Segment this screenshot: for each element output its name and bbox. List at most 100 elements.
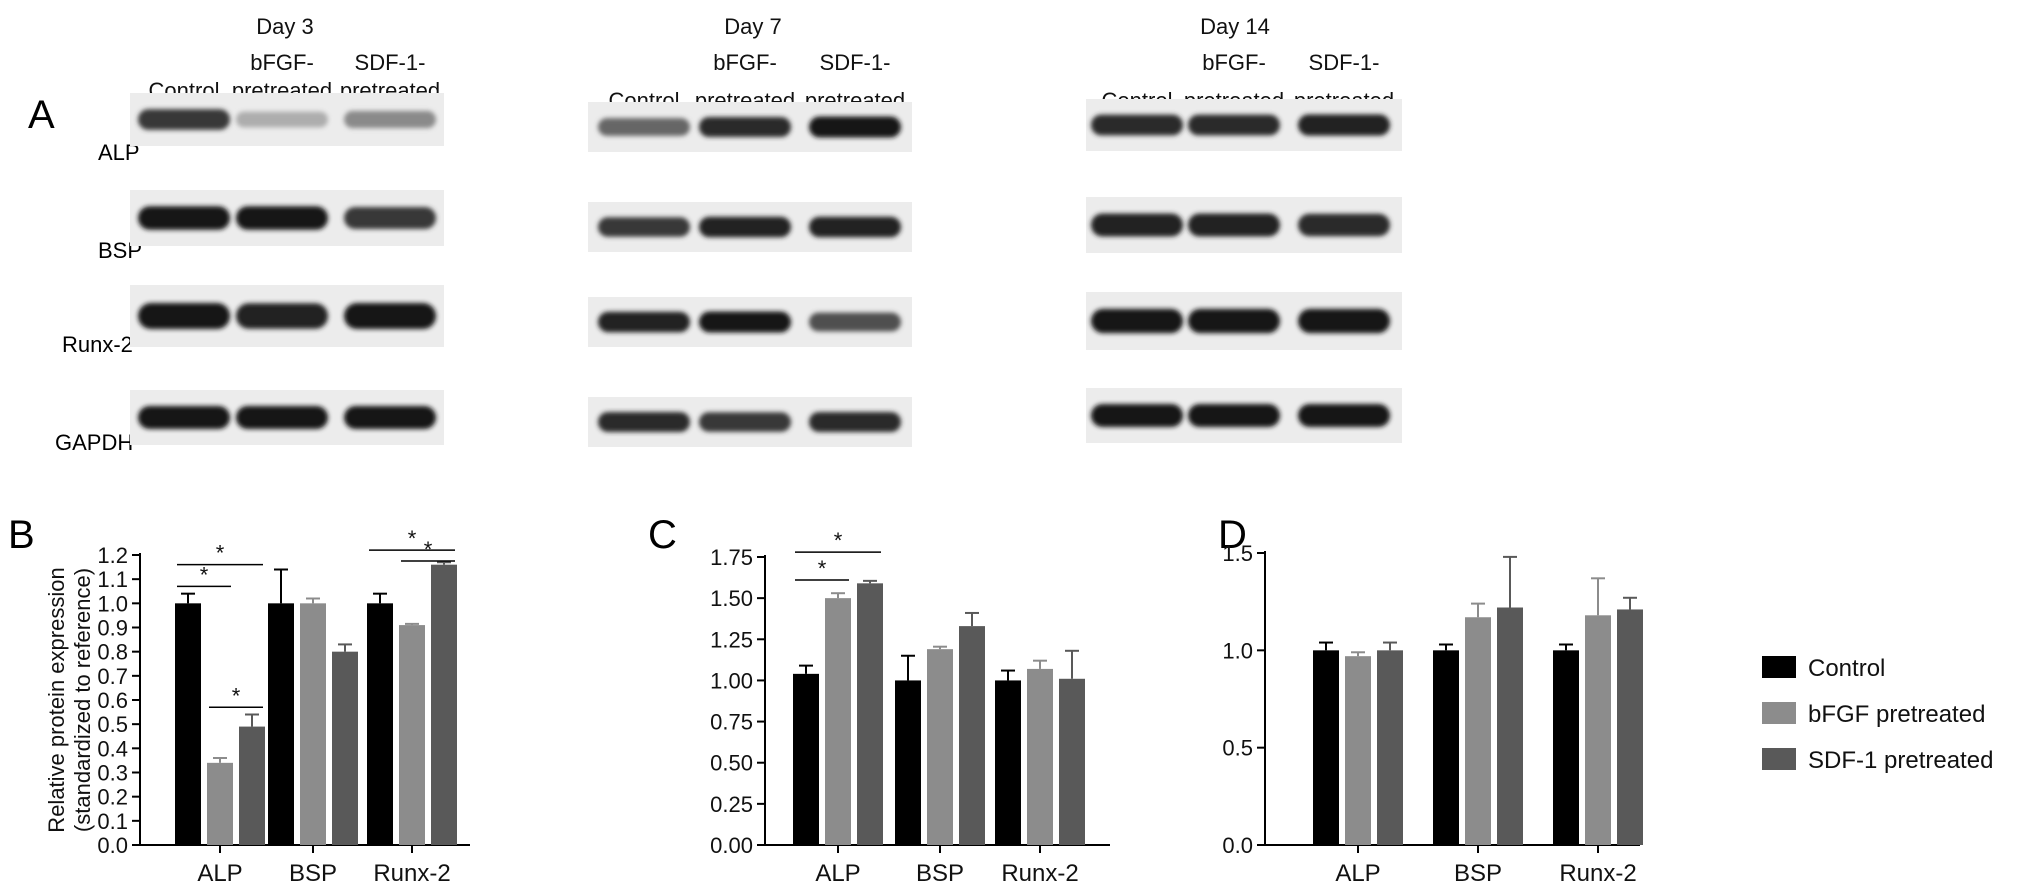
western-blots: Day 3ControlbFGF-pretreatedSDF-1-pretrea… <box>130 14 1402 447</box>
y-tick-label: 1.1 <box>97 567 128 592</box>
blot-band <box>344 110 436 129</box>
blot-band <box>344 207 436 229</box>
y-tick-label: 0.4 <box>97 736 128 761</box>
panel-label-d: D <box>1218 513 1247 557</box>
x-tick-label: BSP <box>916 860 964 887</box>
panel-label-a: A <box>28 93 55 137</box>
blot-day-title: Day 14 <box>1200 14 1270 39</box>
bar <box>857 583 883 845</box>
y-tick-label: 0.9 <box>97 616 128 641</box>
bar <box>1553 650 1579 845</box>
blot-band <box>138 405 230 430</box>
blot-band <box>138 109 230 130</box>
blot-band <box>344 405 436 430</box>
y-tick-label: 1.0 <box>97 591 128 616</box>
bar <box>1433 650 1459 845</box>
blot-band <box>809 116 901 138</box>
y-tick-label: 1.25 <box>710 627 753 652</box>
blot-lane-label-line1: SDF-1- <box>820 50 891 75</box>
blot-band <box>1091 213 1183 237</box>
x-tick-label: Runx-2 <box>1001 860 1078 887</box>
y-tick-label: 0.1 <box>97 809 128 834</box>
bar <box>1617 609 1643 845</box>
legend-label: bFGF pretreated <box>1808 701 1985 728</box>
chart-panel-b: 0.00.10.20.30.40.50.60.70.80.91.01.11.2 R… <box>44 526 470 887</box>
blot-lane-label-line1: bFGF- <box>1202 50 1266 75</box>
y-tick-label: 1.0 <box>1222 638 1253 663</box>
x-tick-label: BSP <box>289 860 337 887</box>
bar <box>1027 668 1053 845</box>
x-tick-label: ALP <box>197 860 242 887</box>
blot-band <box>1188 114 1280 136</box>
bar <box>1313 650 1339 845</box>
blot-panel-day-2: Day 7ControlbFGF-pretreatedSDF-1-pretrea… <box>588 14 912 447</box>
blot-band <box>598 217 690 237</box>
bar <box>367 603 393 845</box>
y-tick-label: 0.8 <box>97 640 128 665</box>
bar <box>239 726 265 845</box>
bar <box>207 762 233 845</box>
blot-lane-label-line1: SDF-1- <box>1309 50 1380 75</box>
blot-band <box>236 303 328 329</box>
y-tick-label: 0.5 <box>97 712 128 737</box>
panel-label-c: C <box>648 513 677 557</box>
bar <box>895 680 921 845</box>
bar <box>175 603 201 845</box>
blot-band <box>236 111 328 128</box>
bar <box>300 603 326 845</box>
blot-day-title: Day 7 <box>724 14 781 39</box>
y-tick-label: 0.25 <box>710 792 753 817</box>
blot-panel-day-3: Day 14ControlbFGF-pretreatedSDF-1-pretre… <box>1086 14 1402 443</box>
y-tick-label: 0.0 <box>1222 833 1253 858</box>
significance-star: * <box>232 683 241 708</box>
blot-row-label-runx2: Runx-2 <box>62 332 133 357</box>
blot-panel-day-1: Day 3ControlbFGF-pretreatedSDF-1-pretrea… <box>130 14 444 445</box>
bar <box>825 598 851 845</box>
y-tick-label: 0.0 <box>97 833 128 858</box>
y-tick-label: 1.50 <box>710 586 753 611</box>
bar <box>1585 615 1611 845</box>
blot-band <box>809 411 901 433</box>
blot-band <box>236 405 328 430</box>
bar <box>793 673 819 845</box>
y-tick-label: 0.7 <box>97 664 128 689</box>
blot-band <box>1298 308 1390 334</box>
legend-label: Control <box>1808 655 1885 682</box>
x-tick-label: Runx-2 <box>373 860 450 887</box>
blot-band <box>344 302 436 330</box>
y-tick-label: 0.00 <box>710 833 753 858</box>
y-tick-label: 1.5 <box>1222 541 1253 566</box>
bar <box>1059 678 1085 845</box>
blot-band <box>598 118 690 136</box>
bar <box>959 626 985 845</box>
bar <box>431 564 457 845</box>
significance-star: * <box>216 541 225 566</box>
blot-band <box>1091 114 1183 136</box>
legend-label: SDF-1 pretreated <box>1808 747 1993 774</box>
blot-row-labels: ALP BSP Runx-2 GAPDH <box>55 140 142 455</box>
bar <box>927 649 953 845</box>
blot-band <box>1091 403 1183 428</box>
blot-band <box>598 411 690 433</box>
bar <box>1377 650 1403 845</box>
blot-lane-label-line1: SDF-1- <box>355 50 426 75</box>
x-tick-label: BSP <box>1454 860 1502 887</box>
y-tick-label: 0.75 <box>710 710 753 735</box>
significance-star: * <box>200 562 209 587</box>
y-tick-label: 0.3 <box>97 761 128 786</box>
y-axis-label-2: (standardized to reference) <box>70 568 95 832</box>
y-tick-label: 0.5 <box>1222 736 1253 761</box>
significance-star: * <box>818 556 827 581</box>
blot-band <box>809 216 901 238</box>
blot-band <box>699 412 791 432</box>
legend-swatch <box>1762 748 1796 770</box>
y-tick-label: 1.75 <box>710 545 753 570</box>
significance-star: * <box>424 537 433 562</box>
blot-band <box>699 116 791 138</box>
blot-band <box>1188 213 1280 237</box>
legend-swatch <box>1762 656 1796 678</box>
chart-panel-d: 0.0 0.5 1.0 1.5 ALP BSP Runx-2 <box>1222 541 1643 887</box>
blot-band <box>1091 308 1183 334</box>
blot-band <box>236 206 328 230</box>
y-axis-label: Relative protein expression <box>44 567 69 832</box>
